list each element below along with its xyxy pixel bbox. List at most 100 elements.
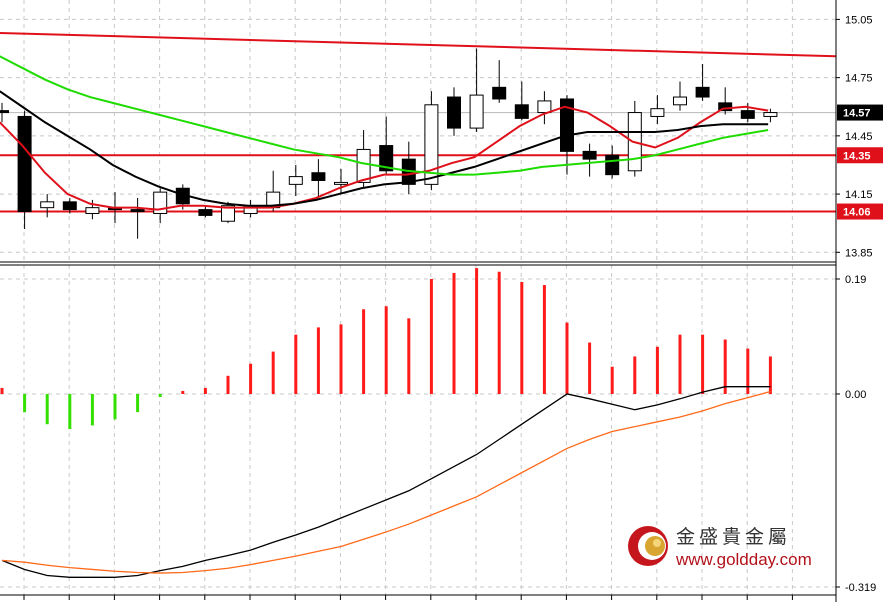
macd-histogram-bar — [23, 393, 27, 413]
candle — [85, 199, 100, 220]
candle — [401, 141, 416, 195]
resistance-line — [0, 31, 837, 58]
macd-histogram-bar — [113, 393, 117, 420]
candle-body — [85, 207, 100, 214]
macd-signal-line — [1, 390, 771, 574]
y-tick-label: 14.75 — [845, 73, 873, 85]
macd-histogram-bar — [475, 268, 479, 394]
candle — [424, 91, 439, 191]
candle — [492, 60, 507, 103]
macd-histogram-bar — [542, 285, 546, 394]
candle — [379, 116, 394, 175]
candle — [650, 95, 665, 125]
candle — [17, 110, 32, 230]
candle — [718, 87, 733, 115]
price-label-text: 14.57 — [843, 108, 871, 120]
candle — [740, 102, 755, 123]
candle-body — [763, 112, 778, 117]
y-tick-label: -0.319 — [845, 582, 876, 594]
candle — [288, 164, 303, 197]
candle-body — [695, 86, 710, 98]
candle-body — [537, 100, 552, 114]
candle-body — [62, 201, 77, 211]
candle — [763, 108, 778, 123]
candle — [582, 143, 597, 177]
price-label-box — [837, 203, 883, 220]
macd-histogram-bar — [203, 387, 207, 394]
candle-body — [673, 96, 687, 106]
macd-histogram-bar — [271, 351, 275, 394]
macd-panel — [0, 268, 772, 578]
macd-histogram-bar — [316, 327, 320, 394]
macd-histogram-bar — [678, 334, 682, 394]
y-tick-label: 0.00 — [845, 389, 866, 401]
candle-body — [718, 102, 733, 112]
candle-body — [605, 154, 620, 176]
logo-url: www.goldday.com — [675, 550, 812, 569]
candle-body — [424, 104, 439, 185]
candle-body — [221, 205, 235, 222]
macd-histogram-bar — [565, 322, 569, 394]
macd-histogram-bar — [181, 390, 185, 394]
candle-body — [40, 201, 55, 209]
macd-histogram-bar — [633, 356, 637, 394]
macd-histogram-bar — [226, 375, 230, 394]
macd-histogram-bar — [701, 334, 705, 394]
candle-body — [311, 172, 326, 181]
macd-histogram-bar — [429, 279, 433, 394]
macd-histogram-bar — [294, 334, 298, 394]
logo-emblem-icon — [628, 526, 668, 566]
y-tick-label: 15.05 — [845, 14, 873, 26]
candle-body — [356, 148, 371, 183]
candle-body — [514, 104, 529, 119]
macd-histogram-bar — [768, 356, 772, 394]
macd-histogram-bar — [339, 324, 343, 394]
y-tick-label: 0.19 — [845, 274, 866, 286]
level-price-label: 14.06 — [837, 203, 883, 220]
candle — [40, 194, 55, 218]
candle — [673, 81, 687, 111]
candle — [311, 159, 326, 198]
candle — [198, 205, 213, 218]
level-price-label: 14.35 — [837, 147, 883, 164]
logo: 金盛貴金屬 www.goldday.com — [628, 526, 812, 569]
macd-histogram-bar — [746, 348, 750, 394]
candle — [537, 91, 552, 125]
candle-body — [469, 94, 484, 129]
macd-histogram-bar — [588, 342, 592, 394]
macd-histogram-bar — [68, 393, 72, 430]
price-label-text: 14.35 — [843, 150, 871, 162]
chart-frame — [0, 0, 837, 602]
macd-histogram-bar — [362, 309, 366, 394]
candle-body — [198, 209, 213, 216]
y-tick-label: 14.45 — [845, 131, 873, 143]
macd-signal-line — [1, 386, 771, 578]
price-panel-grid — [0, 0, 836, 262]
candle-body — [0, 110, 9, 114]
y-tick-label: 14.15 — [845, 189, 873, 201]
candle — [695, 64, 710, 101]
candle — [221, 201, 235, 224]
moving-average-line — [0, 90, 769, 207]
macd-histogram-bar — [158, 393, 162, 397]
candle — [627, 100, 642, 177]
macd-histogram-bar — [610, 366, 614, 394]
candle-body — [492, 86, 507, 100]
macd-histogram-bar — [90, 393, 94, 426]
macd-histogram-bar — [497, 271, 501, 394]
macd-histogram-bar — [452, 272, 456, 394]
macd-histogram-bar — [520, 282, 524, 394]
macd-histogram-bar — [136, 393, 140, 413]
candle — [153, 188, 168, 224]
candle-body — [288, 176, 303, 185]
candle — [469, 48, 484, 132]
candle-body — [740, 110, 755, 119]
macd-histogram-bar — [0, 387, 4, 394]
candle — [130, 197, 145, 239]
macd-histogram-bar — [45, 393, 49, 425]
y-tick-label: 13.85 — [845, 247, 873, 259]
current-price-label: 14.57 — [837, 104, 883, 121]
candle-body — [379, 145, 394, 172]
moving-average-line — [0, 105, 769, 211]
